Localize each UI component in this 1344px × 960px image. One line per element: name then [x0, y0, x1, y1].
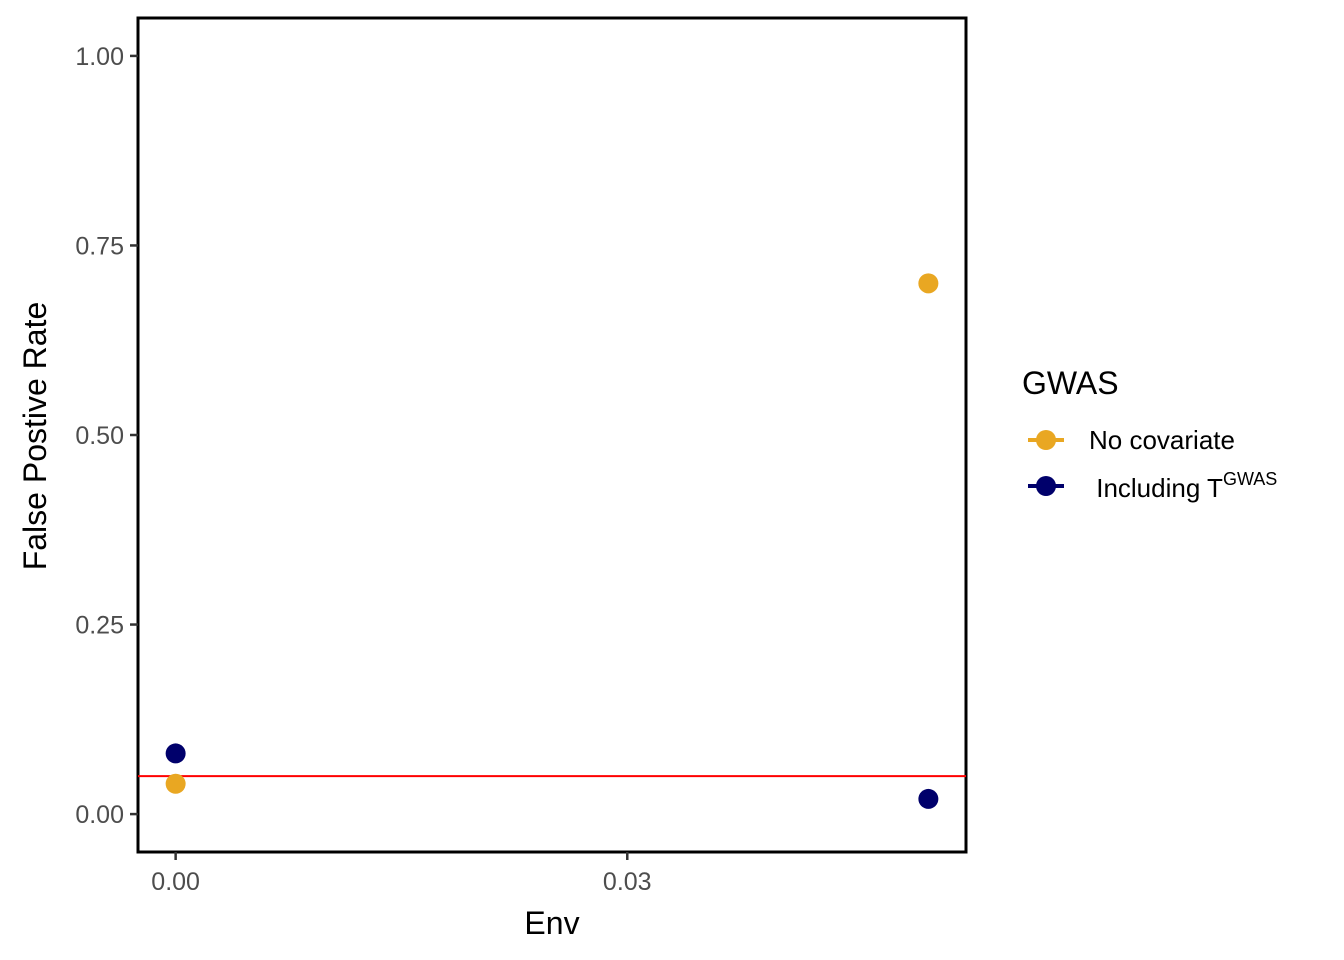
y-tick-label: 0.50	[75, 422, 124, 450]
y-tick-label: 0.75	[75, 232, 124, 260]
data-point	[918, 273, 939, 294]
legend-label: No covariate	[1089, 425, 1235, 455]
legend-label: Including TGWAS	[1089, 469, 1277, 503]
legend-entry-no-covariate: No covariate	[1028, 425, 1235, 455]
data-point	[165, 773, 186, 794]
y-tick-label: 0.25	[75, 612, 124, 640]
legend-key-point	[1036, 430, 1056, 450]
plot-area: 0.00 0.25 0.50 0.75 1.00 0.00 0.03	[75, 16, 968, 896]
data-point	[918, 788, 939, 809]
y-tick-label: 1.00	[75, 43, 124, 71]
legend-entry-including-t-gwas: Including TGWAS	[1028, 469, 1277, 503]
legend-label-main: Including T	[1089, 473, 1223, 503]
legend-label-superscript: GWAS	[1223, 469, 1277, 489]
legend-title: GWAS	[1022, 365, 1119, 401]
data-point	[165, 743, 186, 764]
x-axis-title: Env	[524, 905, 579, 941]
x-tick-label: 0.00	[151, 868, 200, 896]
x-tick-label: 0.03	[603, 868, 652, 896]
y-tick-label: 0.00	[75, 801, 124, 829]
y-axis-title: False Postive Rate	[17, 302, 53, 571]
legend-key-point	[1036, 476, 1056, 496]
legend: GWAS No covariate Including TGWAS	[1022, 365, 1277, 503]
